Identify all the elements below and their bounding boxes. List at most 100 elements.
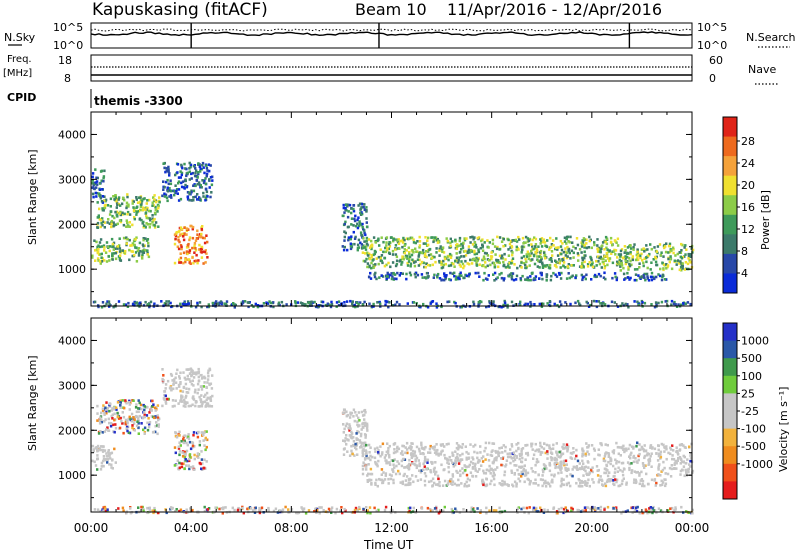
scatter-cell	[615, 460, 618, 463]
scatter-cell	[137, 407, 140, 410]
scatter-cell	[459, 265, 462, 268]
scatter-cell	[595, 300, 598, 303]
scatter-cell	[392, 463, 395, 467]
scatter-cell	[614, 253, 617, 256]
scatter-cell	[403, 248, 406, 251]
scatter-cell	[481, 249, 485, 252]
scatter-cell	[541, 474, 544, 477]
scatter-cell	[183, 452, 186, 456]
scatter-cell	[364, 260, 367, 263]
scatter-cell	[680, 458, 683, 461]
scatter-cell	[132, 206, 135, 209]
scatter-cell	[374, 450, 377, 453]
scatter-cell	[435, 251, 438, 254]
scatter-cell	[97, 449, 100, 452]
scatter-cell	[562, 264, 565, 268]
scatter-cell	[137, 247, 141, 250]
scatter-cell	[439, 453, 443, 456]
scatter-cell	[571, 452, 574, 455]
scatter-cell	[638, 443, 641, 446]
scatter-cell	[534, 245, 537, 248]
scatter-cell	[626, 461, 630, 464]
scatter-cell	[119, 210, 122, 214]
scatter-cell	[516, 507, 519, 511]
scatter-cell	[419, 262, 422, 266]
scatter-cell	[562, 261, 566, 264]
scatter-cell	[195, 253, 198, 257]
scatter-cell	[571, 468, 574, 471]
scatter-cell	[367, 443, 371, 447]
scatter-cell	[670, 249, 673, 252]
scatter-cell	[474, 467, 477, 470]
scatter-cell	[495, 247, 499, 251]
scatter-cell	[404, 446, 407, 449]
scatter-cell	[199, 185, 202, 189]
scatter-cell	[669, 475, 673, 478]
scatter-cell	[539, 242, 542, 245]
scatter-cell	[667, 257, 670, 261]
scatter-cell	[203, 458, 206, 462]
scatter-cell	[102, 209, 105, 212]
scatter-cell	[101, 301, 105, 304]
scatter-cell	[684, 244, 687, 247]
scatter-cell	[105, 409, 108, 413]
scatter-cell	[555, 275, 559, 278]
scatter-cell	[445, 237, 448, 240]
scatter-cell	[426, 458, 430, 462]
scatter-cell	[406, 261, 409, 265]
scatter-cell	[546, 508, 549, 512]
scatter-cell	[527, 252, 530, 256]
scatter-cell	[107, 429, 110, 432]
scatter-cell	[365, 506, 368, 509]
scatter-cell	[466, 251, 469, 255]
scatter-cell	[583, 506, 587, 509]
scatter-cell	[689, 302, 692, 306]
scatter-cell	[683, 455, 686, 459]
nsky-panel	[90, 22, 693, 49]
scatter-cell	[461, 467, 464, 470]
scatter-cell	[196, 303, 199, 307]
scatter-cell	[520, 453, 523, 457]
scatter-cell	[443, 453, 446, 457]
scatter-cell	[562, 443, 565, 446]
scatter-cell	[567, 272, 570, 275]
scatter-cell	[418, 462, 421, 465]
scatter-cell	[421, 248, 425, 252]
scatter-cell	[475, 261, 478, 265]
scatter-cell	[343, 411, 346, 415]
scatter-cell	[627, 447, 630, 451]
scatter-cell	[534, 243, 538, 246]
scatter-cell	[121, 213, 124, 216]
scatter-cell	[405, 237, 409, 240]
scatter-cell	[149, 209, 152, 213]
scatter-cell	[96, 216, 99, 219]
scatter-cell	[165, 300, 168, 303]
scatter-cell	[357, 216, 360, 219]
y-tick-label: 2000	[58, 218, 86, 231]
scatter-cell	[546, 450, 549, 453]
scatter-cell	[170, 305, 173, 309]
scatter-cell	[139, 205, 143, 208]
scatter-cell	[388, 444, 391, 448]
scatter-cell	[400, 459, 403, 463]
scatter-cell	[423, 455, 427, 459]
scatter-cell	[370, 478, 373, 482]
scatter-cell	[413, 261, 416, 264]
scatter-cell	[359, 208, 362, 211]
scatter-cell	[197, 375, 200, 379]
scatter-cell	[593, 457, 596, 461]
scatter-cell	[363, 231, 366, 235]
scatter-cell	[254, 506, 257, 510]
scatter-cell	[601, 302, 604, 305]
scatter-cell	[679, 469, 683, 473]
scatter-cell	[422, 452, 425, 456]
scatter-cell	[668, 242, 672, 246]
scatter-cell	[294, 301, 297, 305]
scatter-cell	[179, 508, 183, 512]
scatter-cell	[361, 234, 364, 237]
scatter-cell	[127, 401, 131, 404]
scatter-cell	[634, 481, 638, 485]
scatter-cell	[106, 221, 109, 224]
scatter-cell	[611, 261, 615, 265]
scatter-cell	[541, 240, 545, 244]
